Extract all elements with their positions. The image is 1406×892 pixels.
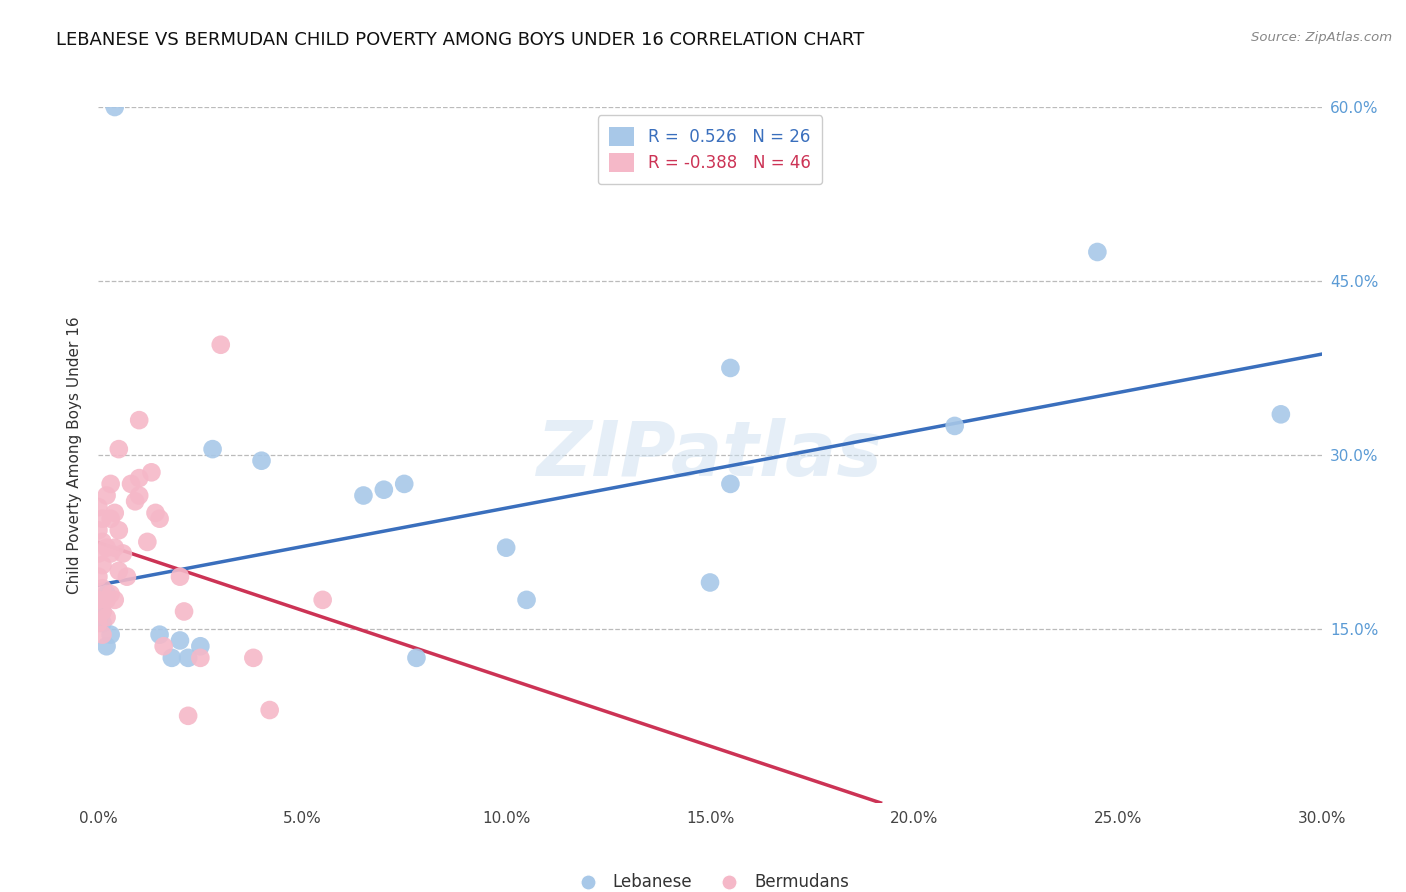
Point xyxy=(100,628,122,642)
Point xyxy=(100,546,122,561)
Point xyxy=(87,546,110,561)
Point xyxy=(96,489,118,503)
Point xyxy=(108,564,131,578)
Point xyxy=(96,592,118,607)
Point xyxy=(87,523,110,537)
Point xyxy=(242,651,264,665)
Point xyxy=(352,489,374,503)
Point xyxy=(104,506,127,520)
Point xyxy=(160,651,183,665)
Point xyxy=(169,569,191,583)
Text: Source: ZipAtlas.com: Source: ZipAtlas.com xyxy=(1251,31,1392,45)
Legend: Lebanese, Bermudans: Lebanese, Bermudans xyxy=(564,867,856,892)
Point xyxy=(100,511,122,525)
Text: ZIPatlas: ZIPatlas xyxy=(537,418,883,491)
Point xyxy=(128,413,150,427)
Point xyxy=(91,592,114,607)
Point xyxy=(169,633,191,648)
Point xyxy=(115,569,138,583)
Point xyxy=(720,360,742,375)
Point xyxy=(136,534,159,549)
Point xyxy=(312,592,335,607)
Point xyxy=(201,442,224,456)
Point xyxy=(145,506,167,520)
Point xyxy=(100,476,122,491)
Point xyxy=(96,541,118,555)
Point xyxy=(149,511,172,525)
Point xyxy=(405,651,427,665)
Point xyxy=(250,453,273,467)
Point xyxy=(516,592,538,607)
Point xyxy=(124,494,146,508)
Point xyxy=(87,615,110,630)
Point xyxy=(128,471,150,485)
Point xyxy=(96,610,118,624)
Point xyxy=(96,587,118,601)
Point xyxy=(392,476,416,491)
Point xyxy=(120,476,142,491)
Point xyxy=(91,582,114,596)
Point xyxy=(104,541,127,555)
Point xyxy=(141,466,163,480)
Point xyxy=(1270,407,1292,421)
Point xyxy=(91,534,114,549)
Point xyxy=(91,605,114,619)
Point xyxy=(108,523,131,537)
Point xyxy=(209,337,232,351)
Point xyxy=(87,592,110,607)
Point xyxy=(1085,244,1108,259)
Point xyxy=(87,569,110,583)
Text: LEBANESE VS BERMUDAN CHILD POVERTY AMONG BOYS UNDER 16 CORRELATION CHART: LEBANESE VS BERMUDAN CHILD POVERTY AMONG… xyxy=(56,31,865,49)
Point xyxy=(152,639,174,653)
Y-axis label: Child Poverty Among Boys Under 16: Child Poverty Among Boys Under 16 xyxy=(67,316,83,594)
Point xyxy=(104,100,127,114)
Point xyxy=(96,639,118,653)
Point xyxy=(91,511,114,525)
Point xyxy=(111,546,134,561)
Point xyxy=(495,541,517,555)
Point xyxy=(91,605,114,619)
Point xyxy=(720,476,742,491)
Point xyxy=(91,628,114,642)
Point xyxy=(699,575,721,590)
Point xyxy=(259,703,281,717)
Point xyxy=(373,483,395,497)
Point xyxy=(149,628,172,642)
Point xyxy=(177,651,200,665)
Point xyxy=(108,442,131,456)
Point xyxy=(91,615,114,630)
Point xyxy=(104,592,127,607)
Point xyxy=(188,639,212,653)
Point xyxy=(100,587,122,601)
Point xyxy=(87,500,110,514)
Point xyxy=(91,558,114,573)
Point xyxy=(128,489,150,503)
Point xyxy=(943,418,966,433)
Point xyxy=(188,651,212,665)
Point xyxy=(173,605,195,619)
Point xyxy=(177,708,200,723)
